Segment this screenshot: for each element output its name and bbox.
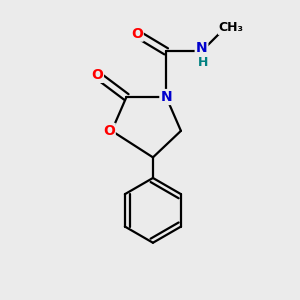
Text: N: N [196,41,207,56]
Text: O: O [103,124,115,138]
Text: CH₃: CH₃ [218,21,244,34]
Text: O: O [91,68,103,82]
Text: N: N [160,90,172,104]
Text: H: H [198,56,208,69]
Text: O: O [131,27,143,41]
